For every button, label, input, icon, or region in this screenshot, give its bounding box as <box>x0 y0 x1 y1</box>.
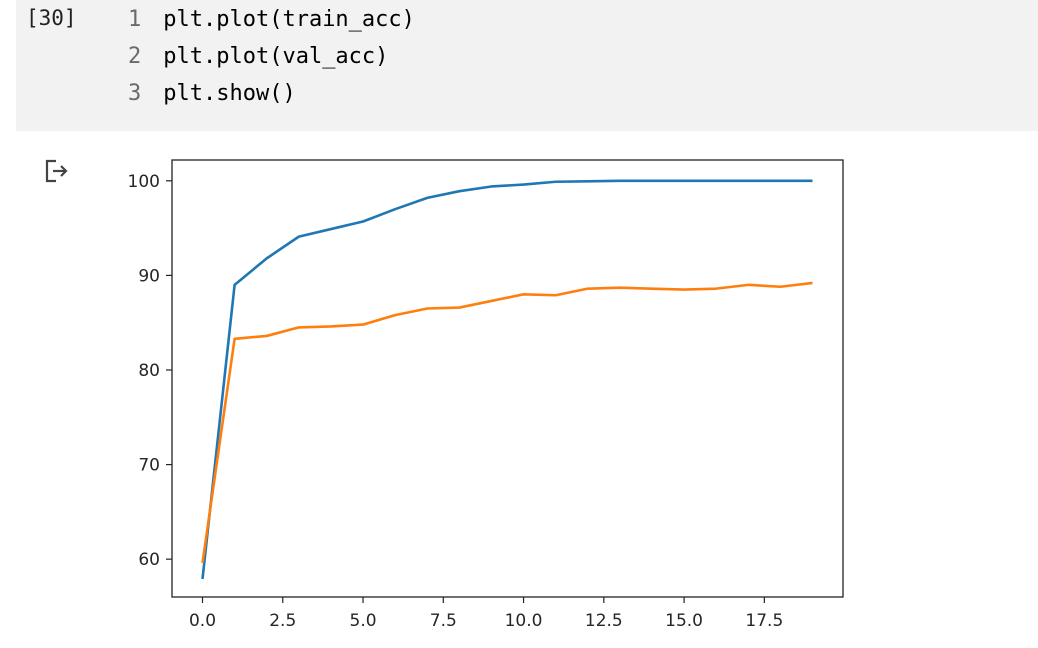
series-line-0 <box>201 179 813 580</box>
y-tick-label: 80 <box>138 361 160 381</box>
x-tick-label: 5.0 <box>350 611 377 631</box>
x-tick-label: 10.0 <box>505 611 543 631</box>
output-arrow-icon[interactable] <box>44 158 74 184</box>
plot-area: 0.0 2.5 5.0 7.5 10.0 12.5 15.0 17.5 60 70 80 90 100 <box>128 159 844 631</box>
line-number: 2 <box>128 44 142 69</box>
x-tick-label: 0.0 <box>189 611 216 631</box>
code-line[interactable]: 3 plt.show() <box>128 79 415 116</box>
line-number: 3 <box>128 81 142 106</box>
code-cell[interactable] <box>16 0 1038 131</box>
line-number: 1 <box>128 7 142 32</box>
x-tick-label: 7.5 <box>430 611 457 631</box>
code-editor[interactable]: 1 plt.plot(train_acc) 2 plt.plot(val_acc… <box>128 5 415 116</box>
x-tick-label: 12.5 <box>585 611 623 631</box>
code-text[interactable]: plt.plot(val_acc) <box>163 44 389 69</box>
x-tick-label: 2.5 <box>269 611 296 631</box>
code-line[interactable]: 1 plt.plot(train_acc) <box>128 5 415 42</box>
line-chart: 0.0 2.5 5.0 7.5 10.0 12.5 15.0 17.5 60 70 80 90 100 <box>128 159 844 631</box>
y-tick-label: 60 <box>138 550 160 570</box>
x-tick-label: 15.0 <box>665 611 703 631</box>
y-tick-label: 100 <box>128 172 160 192</box>
x-tick-label: 17.5 <box>745 611 783 631</box>
series-line-1 <box>201 281 813 564</box>
code-line[interactable]: 2 plt.plot(val_acc) <box>128 42 415 79</box>
axes-frame <box>171 159 844 598</box>
code-text[interactable]: plt.show() <box>163 81 296 106</box>
y-tick-label: 70 <box>138 456 160 476</box>
execution-count: [30] <box>26 6 77 30</box>
code-text[interactable]: plt.plot(train_acc) <box>163 7 415 32</box>
y-tick-label: 90 <box>138 266 160 286</box>
